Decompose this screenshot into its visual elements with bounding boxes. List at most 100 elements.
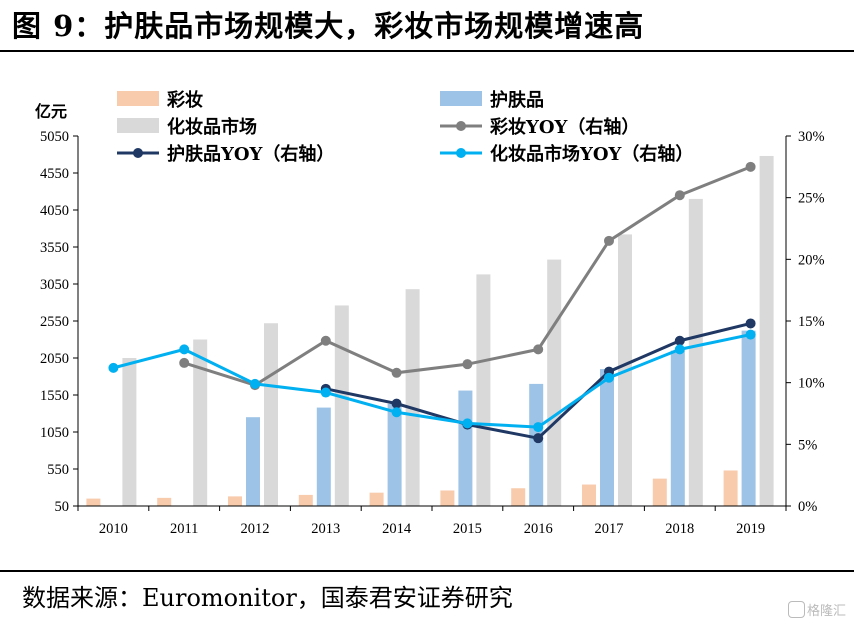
cosmetics-yoy-point-2013	[320, 335, 331, 346]
watermark-text: 格隆汇	[806, 604, 846, 619]
y-left-tick-label: 2550	[40, 314, 69, 330]
x-tick-label: 2015	[453, 521, 482, 537]
cosmetics-bar-2010	[86, 498, 101, 506]
x-tick-label: 2016	[524, 521, 553, 537]
cosmetics-yoy-point-2016	[533, 344, 544, 355]
y-right-tick-label: 30%	[798, 129, 825, 145]
market-bar-2018	[688, 198, 703, 506]
skincare-yoy-point-2018	[674, 335, 685, 346]
y-left-tick-label: 1050	[40, 425, 69, 441]
y-right-tick-label: 20%	[798, 252, 825, 268]
y-left-tick-label: 4550	[40, 166, 69, 182]
y-left-tick-label: 1550	[40, 388, 69, 404]
y-right-tick-label: 5%	[798, 437, 817, 453]
y-left-tick-label: 3050	[40, 277, 69, 293]
market-bar-2012	[264, 323, 278, 506]
skincare-yoy-legend-swatch-marker	[133, 148, 143, 158]
line-layer	[108, 161, 756, 444]
market-bar-2015	[476, 274, 491, 506]
x-tick-label: 2014	[382, 521, 412, 537]
y-left-tick-label: 4050	[40, 203, 69, 219]
cosmetics-bar-2014	[369, 492, 384, 506]
cosmetics-bar-2016	[511, 488, 526, 506]
y-right-tick-label: 15%	[798, 314, 825, 330]
market-yoy-point-2017	[604, 372, 614, 383]
cosmetics-yoy-point-2018	[674, 190, 685, 201]
cosmetics-yoy-point-2019	[745, 161, 756, 172]
cosmetics-yoy-point-2015	[462, 359, 473, 370]
cosmetics-yoy-point-2011	[179, 357, 190, 368]
market-bar-2011	[193, 339, 208, 506]
legend-label: 彩妆YOY（右轴）	[489, 116, 639, 138]
x-tick-label: 2011	[170, 521, 198, 537]
market-yoy-point-2011	[179, 344, 190, 355]
watermark-logo-icon	[787, 601, 805, 618]
x-tick-label: 2019	[736, 521, 765, 537]
market-yoy-line	[113, 333, 751, 429]
skincare-bar-2016	[529, 383, 544, 506]
y-left-tick-label: 550	[47, 462, 69, 478]
cosmetics-bar-2019	[723, 470, 738, 506]
legend-label: 护肤品YOY（右轴）	[167, 143, 334, 165]
cosmetics-bar-2015	[440, 490, 455, 506]
y-left-unit-label: 亿元	[35, 102, 67, 121]
figure-title: 图 9：护肤品市场规模大，彩妆市场规模增速高	[12, 9, 645, 43]
x-tick-label: 2010	[99, 521, 128, 537]
axis-layer: 50 550 1050 1550 2050 2550 3050 3550 4050 4550 505…	[35, 102, 825, 537]
watermark: 格隆汇	[787, 600, 846, 619]
y-left-tick-label: 5050	[40, 129, 69, 145]
skincare-bar-legend-swatch	[440, 91, 482, 106]
cosmetics-yoy-legend-swatch-marker	[456, 121, 466, 131]
y-right-tick-label: 25%	[798, 191, 825, 207]
cosmetics-bar-2017	[582, 484, 596, 506]
skincare-bar-2012	[246, 417, 260, 506]
cosmetics-bar-2012	[228, 496, 242, 506]
cosmetics-yoy-point-2017	[604, 235, 614, 246]
title-rule	[0, 50, 854, 52]
legend-label: 护肤品	[490, 89, 544, 111]
skincare-bar-2017	[600, 369, 614, 506]
skincare-bar-2015	[458, 390, 473, 506]
bar-layer	[86, 155, 774, 507]
x-tick-label: 2012	[241, 521, 270, 537]
y-right-tick-label: 0%	[798, 499, 817, 515]
x-tick-label: 2013	[311, 521, 340, 537]
cosmetics-bar-2011	[157, 497, 172, 506]
market-bar-legend-swatch	[117, 118, 159, 133]
market-yoy-point-2016	[533, 422, 544, 433]
market-yoy-point-2012	[250, 378, 260, 389]
skincare-yoy-point-2019	[745, 318, 756, 329]
market-bar-2016	[547, 259, 562, 506]
market-yoy-point-2018	[674, 344, 685, 355]
skincare-yoy-point-2014	[391, 398, 402, 409]
market-yoy-point-2010	[108, 362, 119, 373]
skincare-bar-2019	[741, 330, 756, 506]
legend-label: 化妆品市场	[167, 116, 257, 138]
legend-label: 化妆品市场YOY（右轴）	[490, 143, 693, 165]
market-bar-2019	[759, 155, 774, 507]
market-bar-2014	[405, 289, 420, 506]
skincare-bar-2013	[316, 407, 331, 506]
x-tick-label: 2017	[595, 521, 624, 537]
skincare-yoy-point-2016	[533, 433, 544, 444]
source-rule	[0, 570, 854, 572]
cosmetics-yoy-point-2014	[391, 367, 402, 378]
chart: 50 550 1050 1550 2050 2550 3050 3550 4050 4550 505…	[35, 89, 825, 537]
market-yoy-point-2014	[391, 407, 402, 418]
y-right-tick-label: 10%	[798, 376, 825, 392]
market-bar-2010	[122, 358, 137, 506]
legend-label: 彩妆	[166, 89, 203, 111]
market-yoy-point-2019	[745, 329, 756, 340]
cosmetics-bar-2018	[652, 478, 667, 506]
market-yoy-legend-swatch-marker	[456, 148, 466, 158]
market-yoy-point-2013	[320, 387, 331, 398]
y-left-tick-label: 2050	[40, 351, 69, 367]
cosmetics-bar-2013	[298, 494, 313, 506]
skincare-bar-2018	[670, 350, 685, 506]
y-left-tick-label: 3550	[40, 240, 69, 256]
y-left-tick-label: 50	[55, 499, 70, 515]
market-bar-2013	[334, 305, 349, 506]
market-yoy-point-2015	[462, 418, 473, 429]
x-tick-label: 2018	[665, 521, 694, 537]
